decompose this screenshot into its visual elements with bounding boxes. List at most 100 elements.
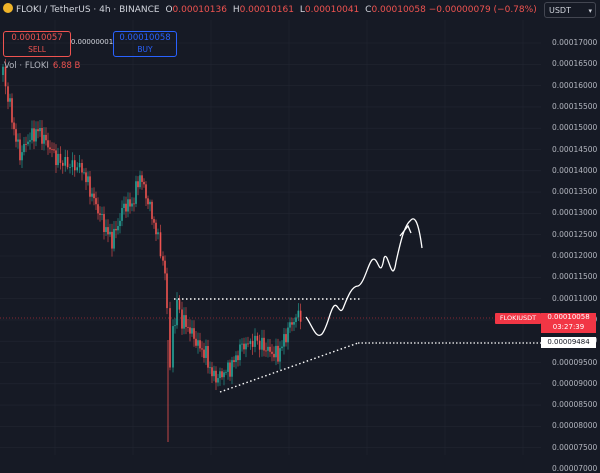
candle-body (99, 213, 101, 215)
candle-body (97, 204, 99, 214)
volume-value: 6.88 B (52, 61, 81, 71)
candle-body (151, 201, 153, 220)
price-axis-tick: 0.00015500 (552, 101, 598, 111)
candle-body (189, 327, 191, 334)
candle-body (133, 203, 135, 205)
candle-body (203, 349, 205, 358)
candle-body (66, 157, 69, 168)
candle-body (205, 346, 207, 358)
candle-body (279, 348, 281, 362)
volume-legend[interactable]: Vol · FLOKI 6.88 B (4, 61, 80, 71)
price-axis-tick: 0.00014000 (552, 165, 598, 175)
candle-body (117, 226, 119, 231)
candle-body (45, 134, 47, 141)
high-value: 0.00010161 (239, 5, 294, 15)
price-axis-tick: 0.00009500 (552, 357, 598, 367)
candle-body (185, 315, 187, 327)
candle-body (2, 66, 4, 75)
candle-body (271, 351, 273, 354)
candle-body (241, 343, 243, 345)
level-price-tag: 0.00009484 (541, 337, 596, 348)
candle-body (229, 362, 231, 377)
close-label: C (365, 5, 372, 15)
candle-body (193, 328, 195, 339)
candle-body (299, 310, 302, 322)
candle-body (227, 362, 229, 372)
candle-body (115, 228, 117, 231)
candle-body (223, 372, 225, 378)
candle-body (269, 346, 271, 352)
candle-body (127, 199, 129, 212)
candle-body (159, 232, 162, 257)
candle-body (155, 222, 157, 235)
candle-body (281, 346, 283, 349)
candle-body (295, 317, 297, 322)
candle-body (57, 153, 59, 166)
candle-body (283, 334, 285, 347)
candle-body (219, 371, 221, 379)
candle-body (297, 310, 300, 318)
candle-body (275, 345, 277, 358)
current-price-value: 0.00010058 (547, 313, 590, 321)
price-axis-tick: 0.00016500 (552, 59, 598, 69)
candle-body (64, 157, 66, 166)
candle-body (157, 232, 159, 235)
candle-body (13, 122, 15, 130)
candle-body (59, 153, 62, 163)
candle-body (4, 66, 7, 87)
candle-body (43, 134, 45, 144)
candle-body (91, 193, 93, 197)
high-label: H (232, 5, 240, 15)
candle-body (135, 181, 137, 204)
chevron-down-icon: ▾ (588, 7, 592, 15)
candle-body (162, 256, 164, 261)
candle-body (33, 128, 35, 142)
candle-body (287, 327, 289, 343)
candle-body (153, 219, 155, 223)
candle-body (89, 176, 91, 197)
currency-select[interactable]: USDT ▾ (544, 2, 596, 18)
price-axis-tick: 0.00014500 (552, 144, 598, 154)
candle-body (147, 198, 149, 205)
buy-button[interactable]: 0.00010058 BUY (113, 31, 177, 57)
candle-body (37, 129, 39, 132)
candle-body (183, 315, 185, 329)
symbol-price-tag: FLOKIUSDT (495, 313, 541, 324)
open-label: O (165, 5, 173, 15)
candle-body (213, 370, 215, 377)
sell-button[interactable]: 0.00010057 SELL (3, 31, 71, 57)
sell-label: SELL (28, 45, 46, 54)
symbol-title[interactable]: FLOKI / TetherUS · 4h · BINANCE (16, 5, 160, 15)
low-label: L (299, 5, 305, 15)
candle-body (172, 326, 174, 368)
candle-body (261, 337, 263, 350)
candle-body (71, 160, 74, 168)
candle-body (221, 371, 223, 378)
sell-price: 0.00010057 (11, 33, 63, 43)
change-value: −0.00000079 (−0.78%) (428, 5, 537, 15)
candle-body (23, 144, 25, 153)
price-chart[interactable] (0, 0, 600, 455)
open-value: 0.00010136 (172, 5, 227, 15)
chart-header: FLOKI / TetherUS · 4h · BINANCE O0.00010… (0, 0, 540, 20)
candle-body (141, 175, 143, 182)
spread-value: 0.00000001 (70, 38, 114, 46)
candle-body (217, 378, 219, 383)
candle-body (176, 299, 178, 326)
candle-body (51, 149, 53, 151)
candles (2, 58, 302, 442)
candle-body (215, 370, 217, 383)
candle-body (254, 335, 256, 347)
candle-body (76, 167, 78, 171)
candle-body (21, 152, 23, 161)
price-axis-tick: 0.00007500 (552, 442, 598, 452)
candle-body (17, 139, 19, 142)
candle-body (103, 214, 105, 233)
candle-body (265, 350, 267, 352)
candle-body (256, 335, 259, 341)
candle-body (273, 353, 275, 358)
candle-body (109, 231, 111, 235)
candle-body (125, 203, 127, 212)
candle-body (9, 98, 11, 102)
